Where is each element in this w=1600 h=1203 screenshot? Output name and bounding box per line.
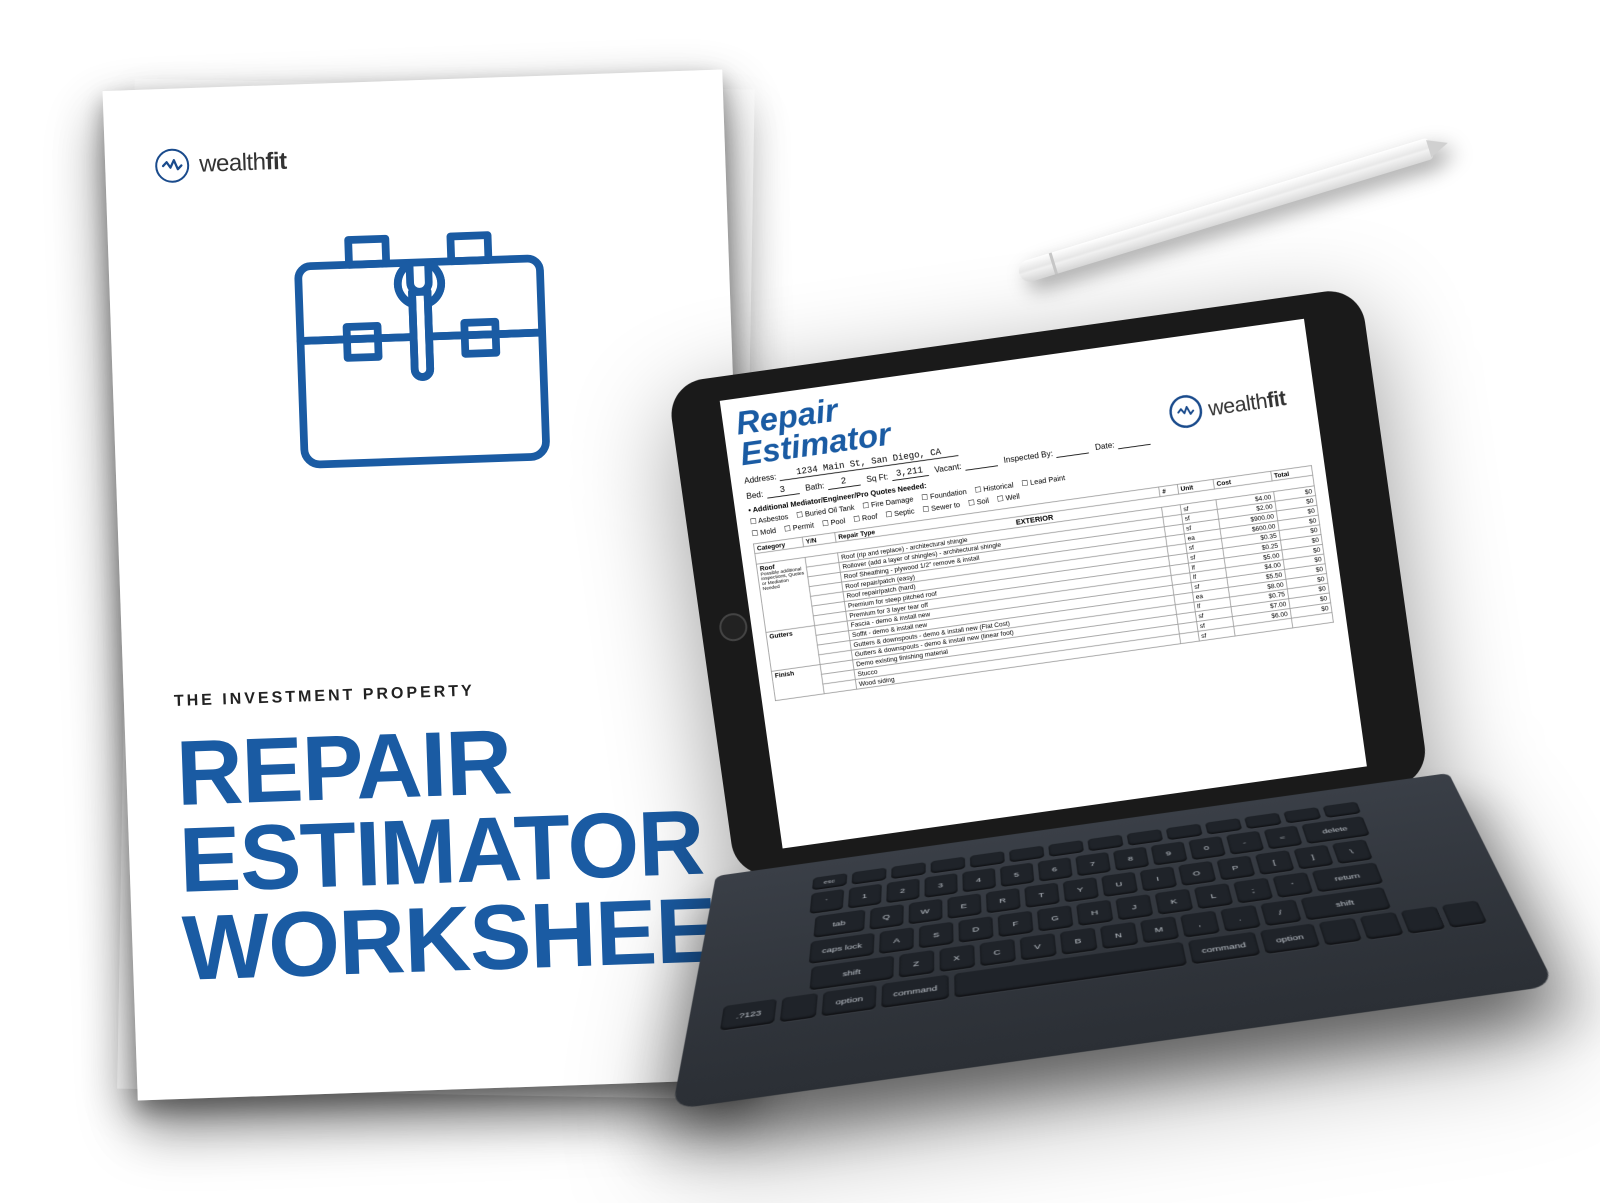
key[interactable]: option — [1260, 923, 1321, 954]
key[interactable] — [1400, 906, 1445, 934]
key[interactable]: \ — [1331, 839, 1372, 864]
key[interactable]: command — [881, 975, 949, 1009]
key[interactable]: esc — [811, 873, 846, 890]
tablet-frame: Repair Estimator Address:1234 Main St, S… — [667, 287, 1430, 880]
key[interactable]: 2 — [886, 878, 919, 903]
key[interactable]: W — [908, 899, 942, 925]
key[interactable]: C — [979, 939, 1015, 967]
key[interactable]: , — [1179, 911, 1219, 938]
key[interactable] — [891, 862, 926, 879]
key[interactable] — [1359, 912, 1403, 940]
key[interactable]: 1 — [847, 884, 881, 909]
key[interactable]: 6 — [1037, 857, 1072, 882]
key[interactable] — [930, 857, 965, 874]
key[interactable]: ` — [809, 889, 844, 914]
key[interactable]: H — [1076, 900, 1113, 926]
stylus-pencil — [1016, 138, 1434, 285]
key[interactable]: O — [1177, 861, 1215, 886]
key[interactable]: B — [1059, 927, 1097, 955]
key[interactable]: X — [939, 944, 975, 972]
key[interactable]: 7 — [1075, 852, 1111, 877]
brand-logo: wealthfit — [155, 131, 676, 183]
key[interactable]: P — [1216, 856, 1255, 881]
key[interactable]: J — [1115, 894, 1153, 920]
key[interactable]: V — [1019, 933, 1056, 961]
key[interactable]: A — [879, 927, 914, 954]
key[interactable]: Q — [869, 904, 903, 930]
tablet-home-button[interactable] — [718, 611, 750, 643]
brand-logo-text: wealthfit — [199, 148, 287, 179]
key[interactable] — [1283, 807, 1321, 824]
tablet-screen: Repair Estimator Address:1234 Main St, S… — [720, 319, 1367, 849]
key[interactable]: N — [1099, 922, 1138, 949]
key[interactable]: Y — [1062, 877, 1098, 902]
key[interactable]: M — [1139, 916, 1178, 943]
tablet-device: Repair Estimator Address:1234 Main St, S… — [667, 284, 1493, 1190]
key[interactable] — [1204, 818, 1242, 835]
key[interactable]: command — [1188, 932, 1261, 965]
key[interactable]: F — [998, 911, 1034, 938]
key[interactable]: ; — [1233, 878, 1273, 904]
key[interactable]: E — [947, 893, 981, 919]
key[interactable]: G — [1037, 905, 1074, 932]
key[interactable]: . — [1220, 905, 1261, 932]
worksheet-cover: wealthfit — [103, 69, 758, 1100]
key[interactable]: 4 — [962, 868, 996, 893]
key[interactable]: S — [919, 922, 954, 949]
key[interactable]: 5 — [999, 863, 1033, 888]
key[interactable]: T — [1024, 883, 1060, 909]
key[interactable]: 9 — [1150, 841, 1187, 865]
key[interactable] — [969, 851, 1004, 868]
key[interactable]: 3 — [924, 873, 957, 898]
key[interactable] — [1165, 824, 1202, 841]
key[interactable]: I — [1139, 866, 1177, 891]
key[interactable]: option — [821, 985, 876, 1017]
key[interactable] — [1126, 829, 1163, 846]
key[interactable]: L — [1194, 883, 1233, 909]
brand-logo-icon — [1167, 393, 1204, 430]
key[interactable] — [1048, 840, 1084, 857]
key[interactable]: R — [985, 888, 1020, 914]
key[interactable] — [851, 868, 886, 885]
key[interactable] — [1087, 835, 1123, 852]
key[interactable] — [1322, 802, 1361, 818]
key[interactable] — [1318, 918, 1362, 946]
key[interactable]: K — [1155, 889, 1194, 915]
key[interactable]: Z — [898, 950, 933, 978]
key[interactable] — [1441, 900, 1487, 928]
key[interactable]: [ — [1254, 850, 1294, 875]
toolbox-icon — [157, 185, 688, 513]
cover-title: REPAIR ESTIMATOR WORKSHEET — [175, 713, 704, 993]
key[interactable]: - — [1225, 831, 1263, 855]
key[interactable]: 8 — [1112, 847, 1148, 871]
key[interactable]: ] — [1293, 845, 1333, 870]
brand-logo-icon — [155, 148, 190, 183]
key[interactable]: = — [1263, 825, 1302, 849]
key[interactable]: tab — [813, 910, 865, 938]
sheet-brand-logo: wealthfit — [1167, 381, 1288, 430]
key[interactable]: .?123 — [720, 999, 777, 1031]
key[interactable]: ' — [1272, 872, 1313, 898]
cover-subtitle: THE INVESTMENT PROPERTY — [174, 675, 694, 711]
key[interactable] — [1244, 813, 1282, 830]
worksheet-paper-stack: wealthfit — [120, 80, 740, 1090]
key[interactable]: / — [1260, 899, 1302, 926]
key[interactable] — [1009, 846, 1044, 863]
key[interactable] — [780, 993, 818, 1022]
key[interactable]: U — [1101, 872, 1138, 897]
key[interactable]: D — [958, 916, 993, 943]
key[interactable]: 0 — [1188, 836, 1226, 860]
